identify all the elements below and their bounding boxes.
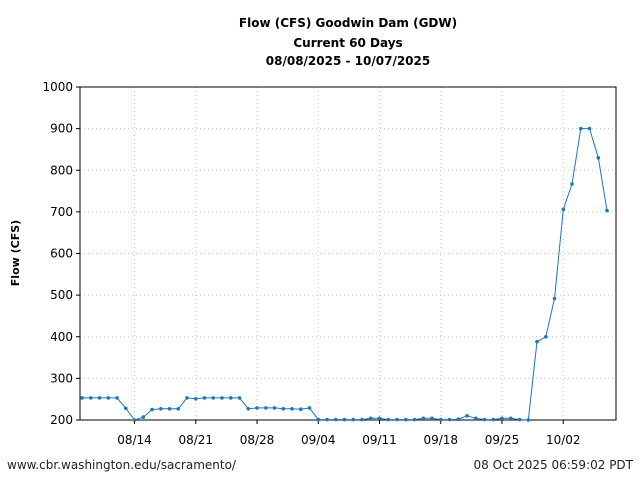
flow-data-point	[369, 416, 373, 421]
y-tick-label: 300	[50, 371, 73, 385]
flow-data-point	[535, 339, 539, 344]
flow-data-point	[202, 396, 207, 400]
y-tick-label: 700	[50, 205, 73, 219]
flow-data-point	[281, 407, 286, 411]
flow-data-point	[255, 406, 259, 410]
flow-data-point	[587, 126, 592, 131]
y-tick-label: 600	[50, 247, 73, 261]
x-tick-label: 09/11	[362, 433, 397, 447]
flow-data-point	[439, 417, 443, 422]
chart-title: Flow (CFS) Goodwin Dam (GDW) Current 60 …	[239, 16, 457, 68]
flow-data-point	[334, 417, 338, 422]
flow-data-point	[377, 416, 382, 421]
flow-data-point	[579, 126, 583, 131]
x-tick-label: 09/04	[301, 433, 336, 447]
flow-data-point	[570, 182, 574, 186]
flow-data-point	[447, 417, 452, 422]
flow-data-point	[159, 407, 163, 411]
flow-data-point	[474, 416, 478, 421]
flow-data-point	[482, 417, 487, 422]
flow-data-point	[456, 417, 461, 422]
flow-series	[80, 126, 609, 422]
flow-data-point	[97, 396, 102, 400]
flow-data-point	[596, 156, 601, 160]
y-axis-label: Flow (CFS)	[9, 220, 22, 286]
flow-data-point	[316, 417, 321, 422]
chart-title-line-2: Current 60 Days	[293, 36, 402, 50]
x-tick-label: 08/21	[178, 433, 213, 447]
flow-data-point	[500, 416, 504, 421]
flow-data-point	[167, 407, 172, 411]
flow-data-point	[194, 397, 198, 401]
footer-source-url: www.cbr.washington.edu/sacramento/	[7, 458, 236, 472]
x-tick-label: 09/18	[423, 433, 458, 447]
flow-data-point	[115, 396, 119, 400]
flow-data-point	[89, 396, 93, 400]
flow-data-point	[272, 406, 277, 410]
flow-data-point	[290, 407, 294, 411]
flow-data-point	[605, 208, 609, 213]
flow-data-point	[342, 417, 347, 422]
flow-data-point	[509, 416, 513, 421]
flow-data-point	[544, 335, 548, 339]
flow-data-point	[185, 396, 189, 400]
flow-data-point	[264, 406, 268, 410]
flow-data-point	[386, 417, 391, 422]
flow-data-point	[141, 415, 146, 419]
x-tick-label: 09/25	[485, 433, 520, 447]
flow-series-line	[82, 128, 608, 421]
footer-timestamp: 08 Oct 2025 06:59:02 PDT	[473, 458, 633, 472]
flow-data-point	[246, 407, 251, 411]
flow-data-point	[229, 396, 233, 400]
y-tick-label: 400	[50, 330, 73, 344]
flow-data-point	[526, 418, 531, 422]
x-tick-label: 08/14	[117, 433, 152, 447]
y-axis-ticks: 200 300 400 500 600 700 800 900 1000	[42, 80, 80, 427]
flow-data-point	[491, 417, 496, 422]
y-tick-label: 500	[50, 288, 73, 302]
x-axis-ticks: 08/14 08/21 08/28 09/04 09/11 09/18 09/25 10/02	[117, 420, 581, 447]
x-tick-label: 08/28	[240, 433, 275, 447]
flow-data-point	[404, 417, 408, 422]
flow-data-point	[150, 407, 154, 412]
grid-lines	[80, 86, 616, 421]
flow-data-point	[421, 416, 426, 421]
flow-data-point	[80, 396, 84, 400]
flow-data-point	[430, 416, 434, 421]
chart-title-line-3: 08/08/2025 - 10/07/2025	[266, 54, 430, 68]
y-tick-label: 200	[50, 413, 73, 427]
y-tick-label: 1000	[42, 80, 73, 94]
flow-data-point	[517, 417, 522, 422]
x-tick-label: 10/02	[546, 433, 581, 447]
flow-data-point	[465, 414, 469, 418]
flow-data-point	[325, 417, 329, 422]
flow-data-point	[561, 207, 566, 212]
flow-data-point	[307, 406, 312, 410]
flow-data-point	[552, 296, 557, 301]
flow-data-point	[237, 396, 242, 400]
flow-data-point	[412, 417, 417, 422]
flow-data-point	[211, 396, 216, 400]
flow-data-point	[132, 418, 137, 422]
flow-data-point	[176, 407, 181, 411]
flow-data-point	[220, 396, 224, 400]
flow-data-point	[351, 417, 356, 422]
flow-data-point	[299, 407, 303, 412]
flow-data-point	[395, 417, 399, 422]
chart-title-line-1: Flow (CFS) Goodwin Dam (GDW)	[239, 16, 457, 30]
flow-data-point	[124, 406, 128, 411]
flow-data-point	[360, 417, 364, 422]
y-tick-label: 800	[50, 163, 73, 177]
y-tick-label: 900	[50, 122, 73, 136]
flow-data-point	[106, 396, 111, 400]
